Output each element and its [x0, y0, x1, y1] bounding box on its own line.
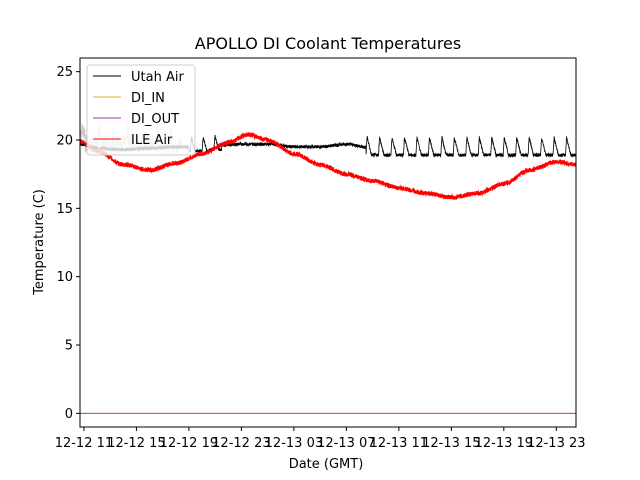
y-axis-label: Temperature (C)	[32, 189, 47, 296]
y-tick-label: 0	[65, 407, 73, 422]
series-line-ile-air	[79, 131, 577, 201]
x-tick-label: 12-12 23	[212, 436, 270, 451]
legend-label: Utah Air	[131, 70, 184, 85]
x-tick-label: 12-13 19	[475, 436, 533, 451]
legend-label: DI_IN	[131, 91, 165, 106]
x-tick-label: 12-13 23	[527, 436, 585, 451]
y-tick-label: 25	[56, 65, 73, 80]
x-tick-label: 12-13 11	[370, 436, 428, 451]
y-tick-label: 15	[56, 202, 73, 217]
x-axis-label: Date (GMT)	[289, 457, 364, 472]
y-tick-label: 10	[56, 270, 73, 285]
x-tick-label: 12-12 15	[107, 436, 165, 451]
x-tick-label: 12-13 07	[317, 436, 375, 451]
legend-box	[86, 64, 196, 156]
x-tick-label: 12-13 15	[422, 436, 480, 451]
legend-label: ILE Air	[131, 133, 173, 148]
x-tick-label: 12-13 03	[265, 436, 323, 451]
x-tick-label: 12-12 19	[160, 436, 218, 451]
y-tick-label: 5	[65, 339, 73, 354]
plot-frame	[79, 57, 577, 428]
x-tick-label: 12-12 11	[55, 436, 113, 451]
y-tick-label: 20	[56, 134, 73, 149]
legend: Utah Air DI_IN DI_OUT ILE Air	[86, 64, 196, 156]
chart-title: APOLLO DI Coolant Temperatures	[195, 34, 461, 53]
legend-label: DI_OUT	[131, 112, 179, 127]
